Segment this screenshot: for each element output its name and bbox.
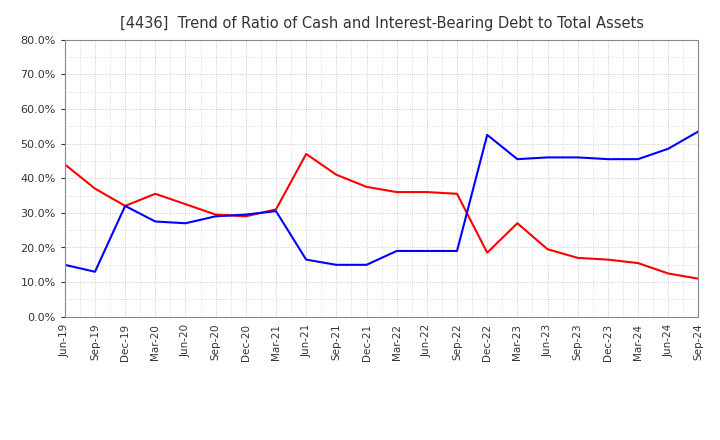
Cash (362, 184, 371, 190)
Interest-Bearing Debt (664, 146, 672, 151)
Cash (543, 246, 552, 252)
Cash (332, 172, 341, 177)
Cash (573, 255, 582, 260)
Cash (453, 191, 462, 196)
Interest-Bearing Debt (151, 219, 160, 224)
Cash (212, 212, 220, 217)
Cash (241, 214, 250, 219)
Interest-Bearing Debt (543, 155, 552, 160)
Cash (121, 203, 130, 209)
Interest-Bearing Debt (513, 157, 522, 162)
Interest-Bearing Debt (212, 214, 220, 219)
Interest-Bearing Debt (332, 262, 341, 268)
Interest-Bearing Debt (392, 248, 401, 253)
Interest-Bearing Debt (91, 269, 99, 275)
Interest-Bearing Debt (423, 248, 431, 253)
Interest-Bearing Debt (634, 157, 642, 162)
Cash (694, 276, 703, 281)
Interest-Bearing Debt (573, 155, 582, 160)
Cash (181, 202, 190, 207)
Cash (483, 250, 492, 255)
Line: Cash: Cash (65, 154, 698, 279)
Interest-Bearing Debt (121, 203, 130, 209)
Interest-Bearing Debt (453, 248, 462, 253)
Cash (664, 271, 672, 276)
Cash (603, 257, 612, 262)
Interest-Bearing Debt (271, 209, 280, 214)
Cash (634, 260, 642, 266)
Cash (423, 189, 431, 194)
Interest-Bearing Debt (60, 262, 69, 268)
Cash (60, 161, 69, 167)
Interest-Bearing Debt (302, 257, 310, 262)
Cash (271, 207, 280, 212)
Title: [4436]  Trend of Ratio of Cash and Interest-Bearing Debt to Total Assets: [4436] Trend of Ratio of Cash and Intere… (120, 16, 644, 32)
Cash (302, 151, 310, 157)
Cash (91, 186, 99, 191)
Interest-Bearing Debt (694, 129, 703, 134)
Interest-Bearing Debt (483, 132, 492, 138)
Interest-Bearing Debt (181, 220, 190, 226)
Interest-Bearing Debt (362, 262, 371, 268)
Cash (151, 191, 160, 196)
Line: Interest-Bearing Debt: Interest-Bearing Debt (65, 132, 698, 272)
Cash (513, 220, 522, 226)
Interest-Bearing Debt (603, 157, 612, 162)
Cash (392, 189, 401, 194)
Interest-Bearing Debt (241, 212, 250, 217)
